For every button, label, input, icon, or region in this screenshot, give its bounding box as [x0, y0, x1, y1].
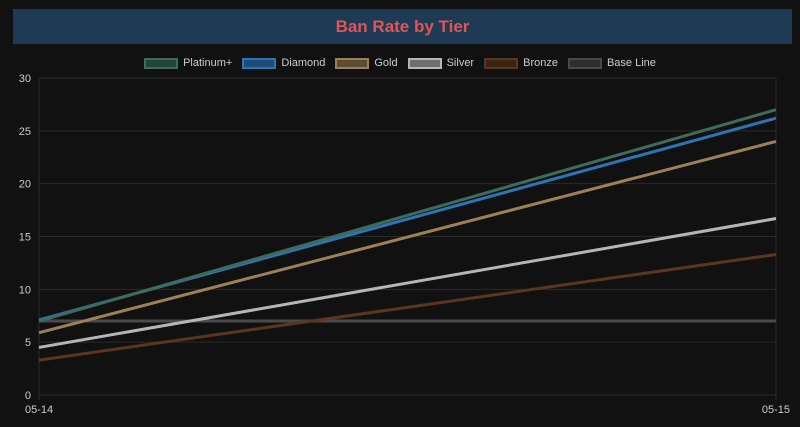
series-line — [38, 217, 777, 349]
x-tick-label: 05-14 — [25, 404, 53, 416]
y-tick-label: 30 — [19, 73, 31, 85]
y-tick-label: 15 — [19, 232, 31, 244]
series-line — [38, 252, 777, 362]
legend-swatch — [567, 57, 602, 69]
y-tick-label: 25 — [19, 126, 31, 138]
y-tick-label: 0 — [25, 390, 31, 402]
legend-item[interactable]: Bronze — [484, 57, 558, 69]
series-line — [38, 108, 777, 323]
legend-label: Base Line — [606, 57, 656, 69]
y-tick-label: 5 — [25, 337, 31, 349]
x-tick-label: 05-15 — [762, 404, 790, 416]
legend-item[interactable]: Diamond — [242, 57, 325, 69]
chart-title-bar: Ban Rate by Tier — [13, 9, 792, 44]
legend-item[interactable]: Base Line — [567, 57, 656, 69]
legend-label: Platinum+ — [183, 57, 233, 69]
series-line — [38, 139, 777, 335]
y-tick-label: 10 — [19, 284, 31, 296]
legend-label: Bronze — [523, 57, 558, 69]
legend-item[interactable]: Gold — [335, 57, 398, 69]
legend-swatch — [335, 57, 370, 69]
legend-label: Gold — [374, 57, 398, 69]
legend-label: Silver — [446, 57, 475, 69]
chart-legend: Platinum+ Diamond Gold Silver Bronze Base Lin… — [0, 54, 800, 72]
legend-swatch — [144, 57, 179, 69]
legend-label: Diamond — [281, 57, 326, 69]
y-tick-label: 20 — [19, 179, 31, 191]
chart-title: Ban Rate by Tier — [335, 16, 470, 36]
legend-swatch — [484, 57, 519, 69]
legend-swatch — [407, 57, 442, 69]
legend-item[interactable]: Platinum+ — [144, 57, 232, 69]
legend-swatch — [242, 57, 277, 69]
legend-item[interactable]: Silver — [407, 57, 475, 69]
